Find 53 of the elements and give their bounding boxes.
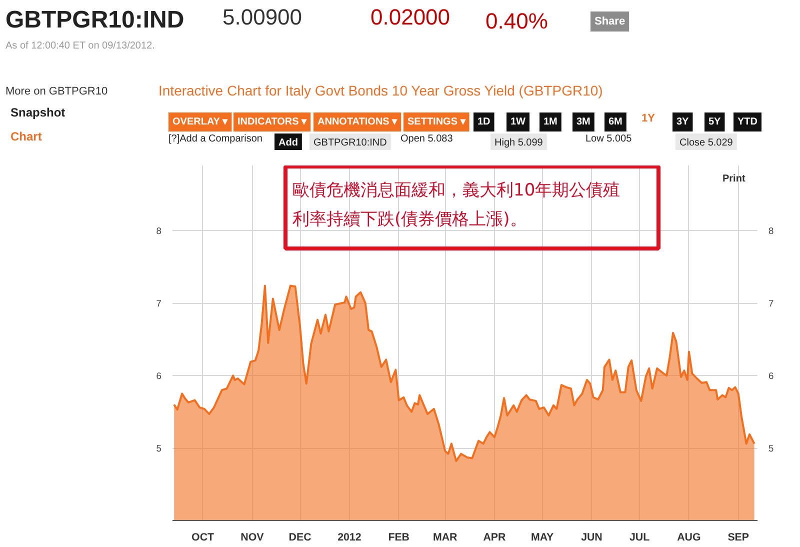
text: 3M — [576, 116, 590, 128]
x-tick-label: DEC — [288, 532, 312, 544]
text: GBTPGR10:IND — [6, 6, 184, 34]
x-tick-label: APR — [483, 532, 506, 544]
y2-tick-label: 7 — [768, 298, 774, 309]
text: [?]Add a Comparison — [168, 134, 262, 144]
text: 5.00900 — [222, 4, 302, 30]
text: Open 5.083 — [400, 134, 454, 144]
text: 1Y — [642, 112, 656, 124]
text: GBTPGR10:IND — [314, 138, 387, 148]
text: 0.40% — [486, 8, 548, 34]
y-tick-label: 6 — [156, 371, 162, 382]
text: Add — [278, 138, 298, 148]
chart-title: Interactive Chart for Italy Govt Bonds 10 Year Gross Yield (GBTPGR10) — [158, 82, 603, 98]
text: As of 12:00:40 ET on 09/13/2012. — [6, 40, 155, 52]
text: 1D — [478, 116, 490, 128]
x-tick-label: MAY — [530, 532, 554, 544]
y2-tick-label: 5 — [768, 444, 774, 454]
annotation: 歐債危機消息面緩和，義大利10年期公債殖 — [292, 180, 620, 200]
text: More on GBTPGR10 — [6, 86, 108, 98]
text: 6M — [608, 116, 622, 128]
text: SETTINGS ▾ — [408, 116, 466, 128]
x-tick-label: SEP — [728, 532, 750, 544]
text: Close 5.029 — [680, 138, 734, 148]
x-tick-label: FEB — [388, 532, 410, 544]
x-tick-label: OCT — [192, 532, 215, 544]
x-tick-label: JUN — [581, 532, 602, 544]
text: High 5.099 — [494, 138, 544, 148]
y2-tick-label: 8 — [768, 226, 774, 236]
x-tick-label: JUL — [629, 532, 650, 544]
text: Share — [594, 16, 626, 28]
text: 1W — [510, 116, 526, 128]
x-tick-label: 2012 — [338, 532, 362, 544]
x-tick-label: AUG — [677, 532, 701, 544]
text: Chart — [10, 130, 42, 144]
annotation: 利率持續下跌(債券價格上漲)。 — [292, 210, 527, 230]
text: YTD — [738, 116, 758, 128]
x-tick-label: MAR — [432, 532, 458, 544]
text: Snapshot — [10, 106, 66, 120]
text: 1M — [544, 116, 558, 128]
y2-tick-label: 6 — [768, 371, 774, 382]
text: ANNOTATIONS ▾ — [318, 116, 398, 128]
x-tick-label: NOV — [240, 532, 265, 544]
text: OVERLAY ▾ — [172, 116, 229, 128]
y-tick-label: 5 — [156, 444, 162, 454]
text: Low 5.005 — [586, 134, 632, 144]
text: INDICATORS ▾ — [238, 116, 308, 128]
annotation: Print — [722, 174, 746, 184]
y-tick-label: 7 — [156, 298, 162, 309]
y-tick-label: 8 — [156, 226, 162, 236]
text: 3Y — [676, 116, 690, 128]
text: 0.02000 — [370, 4, 450, 30]
text: 5Y — [708, 116, 722, 128]
